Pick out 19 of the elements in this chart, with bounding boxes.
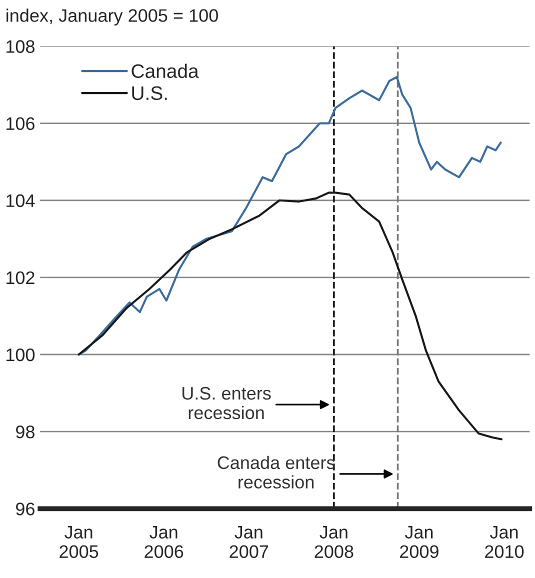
legend-label: Canada: [132, 64, 199, 78]
ref-line-label: U.S. enters recession: [182, 386, 271, 420]
y-tick-label: 108: [6, 40, 34, 53]
y-tick-label: 104: [6, 194, 35, 208]
x-tick-label: Jan 2008: [314, 526, 354, 558]
y-tick-label: 100: [6, 348, 35, 362]
y-tick-label: 98: [16, 426, 34, 438]
legend-label: U.S.: [132, 86, 167, 100]
x-tick-label: Jan 2005: [60, 526, 98, 558]
line-series: [78, 76, 502, 356]
y-tick-label: 106: [6, 117, 34, 130]
x-tick-label: Jan 2006: [144, 526, 184, 558]
ref-line-label: Canada enters recession: [218, 456, 335, 489]
y-axis-title: index, January 2005 = 100: [6, 8, 218, 26]
y-tick-label: 96: [16, 502, 34, 516]
x-tick-label: Jan 2009: [400, 526, 438, 558]
y-tick-label: 102: [6, 271, 34, 284]
x-tick-label: Jan 2010: [485, 526, 524, 558]
x-tick-label: Jan 2007: [230, 526, 268, 558]
